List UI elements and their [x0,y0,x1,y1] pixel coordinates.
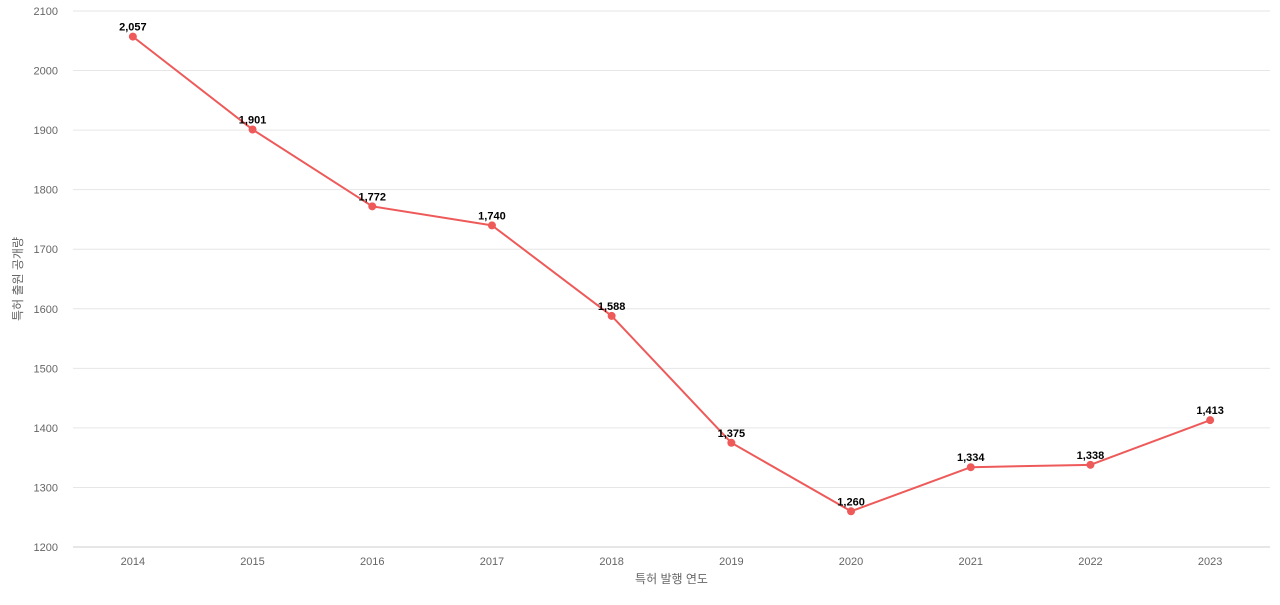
data-label: 1,413 [1196,405,1224,417]
y-tick-label: 1900 [34,125,58,137]
grid-lines [73,10,1270,488]
x-axis-title: 특허 발행 연도 [635,571,708,586]
y-tick-label: 1600 [34,304,58,316]
y-tick-label: 2000 [34,66,58,78]
x-tick-label: 2017 [480,556,504,568]
data-point[interactable] [487,221,496,230]
data-label: 1,740 [478,210,506,222]
data-point[interactable] [248,125,257,134]
series-line [132,35,1211,513]
x-axis-ticks: 2014 2015 2016 2017 2018 2019 2020 2021 2022 2023 [121,556,1223,568]
data-label: 1,375 [718,428,746,440]
y-axis-ticks: 1200 1300 1400 1500 1600 1700 1800 1900 2000 2100 [34,6,58,554]
x-tick-label: 2014 [121,556,145,568]
data-label: 1,338 [1077,450,1105,462]
x-tick-label: 2016 [360,556,384,568]
series-layer [128,32,1215,516]
x-tick-label: 2021 [959,556,983,568]
data-point[interactable] [1086,460,1095,469]
data-label: 1,260 [837,496,865,508]
data-point[interactable] [368,202,377,211]
data-label: 1,334 [957,452,985,464]
y-axis-title: 특허 출원 공개량 [11,237,25,321]
x-tick-label: 2019 [719,556,743,568]
y-tick-label: 1400 [34,423,58,435]
y-tick-label: 1800 [34,185,58,197]
y-tick-label: 1500 [34,363,58,375]
data-point[interactable] [607,311,616,320]
x-tick-label: 2022 [1078,556,1102,568]
x-tick-label: 2018 [599,556,623,568]
data-point[interactable] [727,438,736,447]
data-point[interactable] [847,507,856,516]
x-tick-label: 2015 [240,556,264,568]
data-labels: 2,057 1,901 1,772 1,740 1,588 1,375 1,260 1,334… [119,22,1224,509]
data-label: 2,057 [119,22,147,34]
data-point[interactable] [1206,416,1215,425]
y-tick-label: 1200 [34,542,58,554]
data-point[interactable] [128,32,137,41]
data-label: 1,588 [598,301,626,313]
x-tick-label: 2023 [1198,556,1222,568]
y-tick-label: 1300 [34,482,58,494]
x-tick-label: 2020 [839,556,863,568]
data-label: 1,772 [358,191,386,203]
data-point[interactable] [966,463,975,472]
y-tick-label: 1700 [34,244,58,256]
data-label: 1,901 [239,115,267,127]
y-tick-label: 2100 [34,6,58,18]
